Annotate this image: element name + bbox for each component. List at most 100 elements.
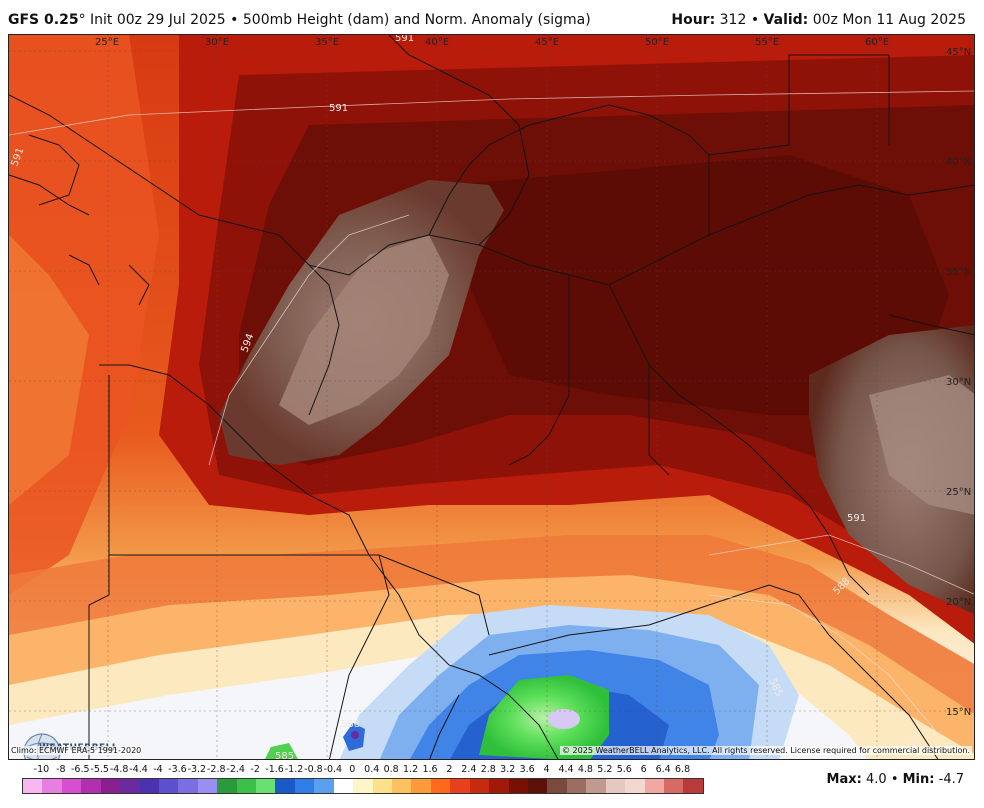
colorbar-segment (256, 779, 276, 793)
legend-tick-label: 4 (543, 764, 550, 775)
lon-label-30: 30°E (205, 37, 229, 48)
colorbar-segment (411, 779, 431, 793)
contour-label: 585 (275, 751, 294, 760)
valid-label: Valid: (763, 12, 809, 28)
colorbar-segment (644, 779, 664, 793)
legend-tick-label: 2.8 (480, 764, 496, 775)
min-value: -4.7 (938, 772, 964, 787)
lat-label-40: 40°N (946, 157, 971, 168)
map-header: GFS 0.25° Init 00z 29 Jul 2025 • 500mb H… (0, 0, 984, 34)
valid-value: 00z Mon 11 Aug 2025 (812, 12, 966, 28)
color-legend: -10 -8 -6.5 -5.5 -4.8 -4.4 -4 -3.6 -3.2 -2.8 -2.4-… (0, 762, 984, 808)
legend-tick-label: -0.4 (323, 764, 343, 775)
separator: • (890, 772, 899, 787)
colorbar-segment (294, 779, 315, 793)
colorbar-segment (61, 779, 82, 793)
separator: • (750, 12, 760, 28)
lon-label-25: 25°E (95, 37, 119, 48)
legend-tick-label: 6.4 (655, 764, 671, 775)
legend-tick-label: -0.8 (304, 764, 323, 775)
legend-tick-label: -2 (250, 764, 260, 775)
colorbar-segment (23, 779, 43, 793)
contour-label: 591 (847, 513, 866, 524)
colorbar-segment (547, 779, 567, 793)
legend-tick-label: -4.8 (109, 764, 129, 775)
min-label: Min: (902, 772, 935, 787)
model-name: GFS 0.25 (8, 12, 79, 28)
legend-tick-label: 3.6 (519, 764, 535, 775)
lat-label-25: 25°N (946, 487, 971, 498)
legend-tick-label: 1.6 (422, 764, 438, 775)
colorbar-segment (120, 779, 140, 793)
colorbar-segment (663, 779, 684, 793)
legend-tick-label: -4.4 (129, 764, 148, 775)
contour-label: 588 (341, 719, 360, 730)
legend-tick-label: 3.2 (500, 764, 516, 775)
model-title: GFS 0.25° Init 00z 29 Jul 2025 • 500mb H… (8, 12, 591, 28)
legend-tick-label: 2 (446, 764, 453, 775)
lat-label-35: 35°N (946, 267, 971, 278)
legend-tick-label: -10 (33, 764, 50, 775)
colorbar-segment (527, 779, 548, 793)
colorbar-segment (81, 779, 101, 793)
legend-tick-label: -3.6 (168, 764, 187, 775)
colorbar-segment (100, 779, 121, 793)
legend-tick-label: -6.5 (71, 764, 90, 775)
longitude-labels: 25°E 30°E 35°E 40°E 45°E 50°E 55°E 60°E (95, 37, 889, 48)
valid-time-title: Hour: 312 • Valid: 00z Mon 11 Aug 2025 (671, 12, 966, 28)
colorbar-segment (178, 779, 198, 793)
contour-label: 591 (395, 35, 414, 44)
country-borders (9, 35, 974, 759)
hour-value: 312 (719, 12, 747, 28)
legend-tick-label: 4.4 (558, 764, 574, 775)
weather-map[interactable]: 25°E 30°E 35°E 40°E 45°E 50°E 55°E 60°E … (8, 34, 975, 760)
colorbar-segment (566, 779, 587, 793)
legend-tick-label: -4 (153, 764, 163, 775)
colorbar-segment (683, 779, 703, 793)
climo-note: Climo: ECMWF ERA-5 1991-2020 (9, 746, 144, 755)
colorbar-segment (314, 779, 334, 793)
map-canvas: 25°E 30°E 35°E 40°E 45°E 50°E 55°E 60°E … (9, 35, 974, 760)
lon-label-55: 55°E (755, 37, 779, 48)
legend-tick-label: -3.2 (187, 764, 207, 775)
max-value: 4.0 (865, 772, 887, 787)
colorbar-segment (430, 779, 451, 793)
colorbar-segment (392, 779, 412, 793)
separator: • (230, 12, 239, 28)
degree-symbol: ° (78, 12, 86, 28)
legend-tick-label: 0 (349, 764, 356, 775)
field-name: 500mb Height (dam) and Norm. Anomaly (si… (242, 12, 591, 28)
colorbar-segment (236, 779, 257, 793)
legend-ticks: -10 -8 -6.5 -5.5 -4.8 -4.4 -4 -3.6 -3.2 -2.8 -2.4-… (14, 764, 714, 776)
legend-tick-label: -5.5 (90, 764, 109, 775)
init-time: Init 00z 29 Jul 2025 (90, 12, 226, 28)
legend-tick-label: 0.8 (383, 764, 399, 775)
legend-tick-label: 4.8 (577, 764, 593, 775)
legend-tick-label: -8 (56, 764, 66, 775)
height-contours (9, 90, 974, 736)
latitude-labels: 45°N 40°N 35°N 30°N 25°N 20°N 15°N (946, 47, 971, 718)
colorbar-segment (450, 779, 470, 793)
colorbar-segment (139, 779, 159, 793)
legend-tick-label: 5.6 (616, 764, 632, 775)
lat-label-20: 20°N (946, 597, 971, 608)
copyright-note: © 2025 WeatherBELL Analytics, LLC. All r… (560, 746, 972, 755)
lon-label-60: 60°E (865, 37, 889, 48)
colorbar-segment (42, 779, 62, 793)
legend-colorbar (22, 778, 704, 794)
lat-label-30: 30°N (946, 377, 971, 388)
contour-label: 591 (329, 103, 348, 114)
lon-label-35: 35°E (315, 37, 339, 48)
colorbar-segment (158, 779, 179, 793)
max-min-readout: Max: 4.0 • Min: -4.7 (827, 772, 964, 787)
colorbar-segment (353, 779, 373, 793)
colorbar-segment (586, 779, 606, 793)
legend-tick-label: 1.2 (403, 764, 419, 775)
strong-negative-anomaly (479, 675, 609, 759)
legend-tick-label: -2.8 (207, 764, 226, 775)
max-label: Max: (826, 772, 862, 787)
colorbar-segment (333, 779, 354, 793)
legend-tick-label: 0.4 (364, 764, 380, 775)
legend-tick-label: -2.4 (226, 764, 245, 775)
colorbar-segment (508, 779, 528, 793)
